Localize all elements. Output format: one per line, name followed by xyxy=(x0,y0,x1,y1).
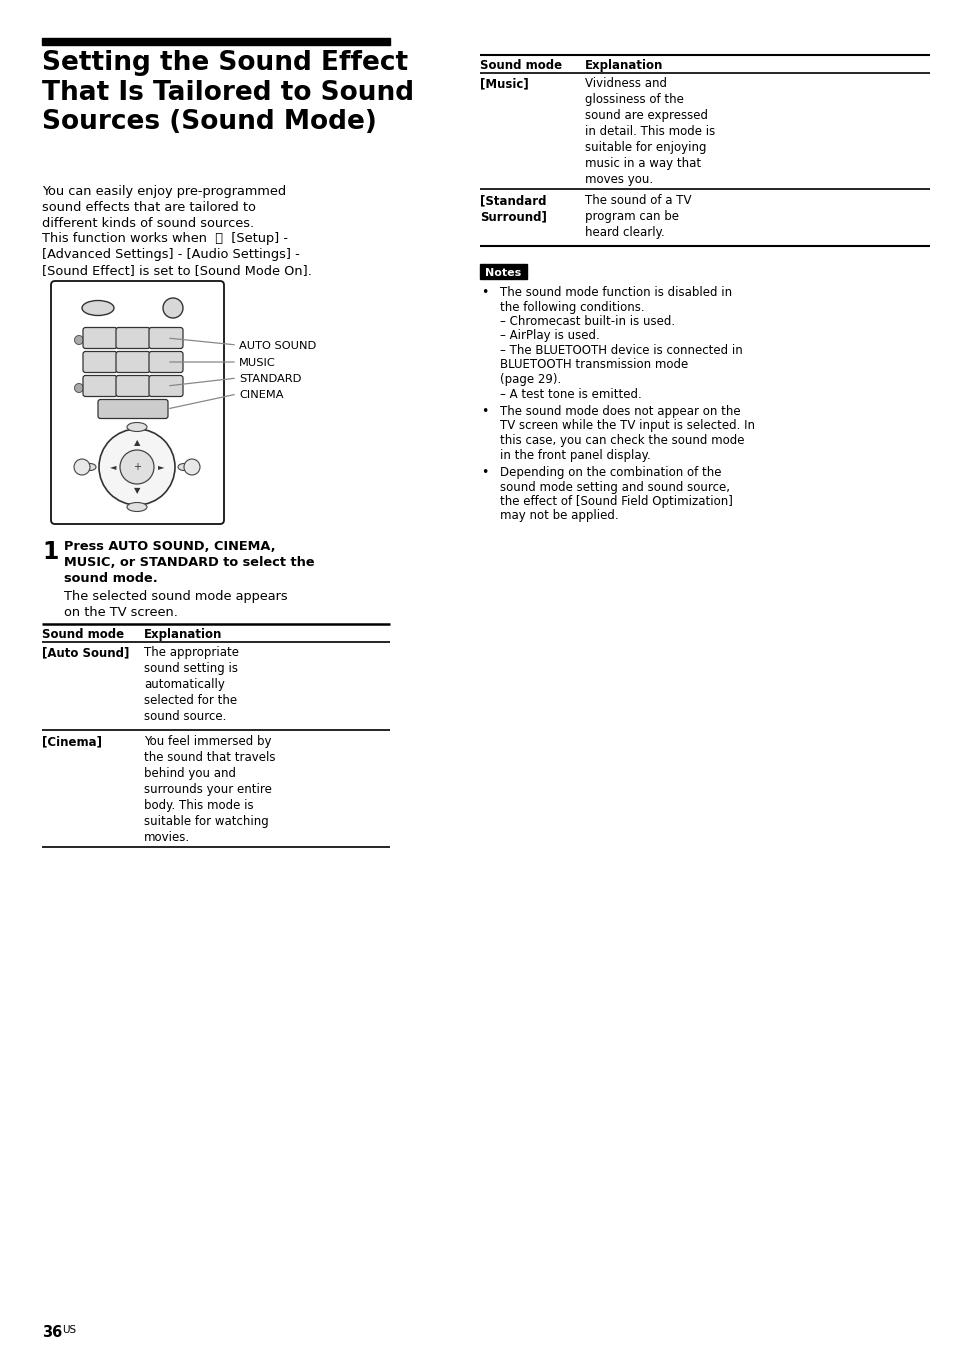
Text: TV screen while the TV input is selected. In: TV screen while the TV input is selected… xyxy=(499,419,754,433)
Text: STANDARD: STANDARD xyxy=(239,375,301,384)
Bar xyxy=(479,265,526,280)
Text: [Sound Effect] is set to [Sound Mode On].: [Sound Effect] is set to [Sound Mode On]… xyxy=(42,265,312,277)
Circle shape xyxy=(74,384,84,392)
Text: •: • xyxy=(480,286,488,299)
Text: Notes: Notes xyxy=(485,267,521,277)
Circle shape xyxy=(99,429,174,505)
FancyBboxPatch shape xyxy=(98,399,168,418)
Text: – Chromecast built-in is used.: – Chromecast built-in is used. xyxy=(499,315,675,328)
Text: US: US xyxy=(62,1324,76,1335)
Text: •: • xyxy=(480,404,488,418)
Text: CINEMA: CINEMA xyxy=(239,389,283,400)
Ellipse shape xyxy=(127,422,147,432)
FancyBboxPatch shape xyxy=(83,351,117,373)
Text: The sound mode does not appear on the: The sound mode does not appear on the xyxy=(499,404,740,418)
Text: – A test tone is emitted.: – A test tone is emitted. xyxy=(499,388,641,400)
FancyBboxPatch shape xyxy=(51,281,224,524)
FancyBboxPatch shape xyxy=(83,376,117,396)
Text: – AirPlay is used.: – AirPlay is used. xyxy=(499,330,599,342)
Text: AUTO SOUND: AUTO SOUND xyxy=(239,341,315,351)
Text: the effect of [Sound Field Optimization]: the effect of [Sound Field Optimization] xyxy=(499,495,732,508)
Text: Setting the Sound Effect
That Is Tailored to Sound
Sources (Sound Mode): Setting the Sound Effect That Is Tailore… xyxy=(42,50,414,136)
Text: sound effects that are tailored to: sound effects that are tailored to xyxy=(42,201,255,214)
Text: Press AUTO SOUND, CINEMA,
MUSIC, or STANDARD to select the
sound mode.: Press AUTO SOUND, CINEMA, MUSIC, or STAN… xyxy=(64,540,314,585)
Text: [Standard
Surround]: [Standard Surround] xyxy=(479,194,546,223)
Text: [Advanced Settings] - [Audio Settings] -: [Advanced Settings] - [Audio Settings] - xyxy=(42,248,299,261)
Circle shape xyxy=(129,384,137,392)
Text: ▲: ▲ xyxy=(133,438,140,448)
Text: 36: 36 xyxy=(42,1324,62,1339)
FancyBboxPatch shape xyxy=(149,351,183,373)
Text: +: + xyxy=(132,461,141,472)
Text: ▼: ▼ xyxy=(133,487,140,495)
Ellipse shape xyxy=(178,464,190,471)
FancyBboxPatch shape xyxy=(149,376,183,396)
Text: ◄: ◄ xyxy=(110,463,116,471)
Text: BLUETOOTH transmission mode: BLUETOOTH transmission mode xyxy=(499,358,687,372)
Text: You feel immersed by
the sound that travels
behind you and
surrounds your entire: You feel immersed by the sound that trav… xyxy=(144,735,275,844)
Text: Sound mode: Sound mode xyxy=(479,58,561,72)
FancyBboxPatch shape xyxy=(116,351,150,373)
Text: Sound mode: Sound mode xyxy=(42,628,124,641)
Text: (page 29).: (page 29). xyxy=(499,373,560,385)
Circle shape xyxy=(161,384,171,392)
Text: sound mode setting and sound source,: sound mode setting and sound source, xyxy=(499,480,729,494)
Ellipse shape xyxy=(82,300,113,315)
Circle shape xyxy=(163,299,183,318)
FancyBboxPatch shape xyxy=(149,327,183,349)
Bar xyxy=(42,38,390,45)
Text: This function works when  ⎓  [Setup] -: This function works when ⎓ [Setup] - xyxy=(42,232,288,246)
Text: Depending on the combination of the: Depending on the combination of the xyxy=(499,465,720,479)
Text: Explanation: Explanation xyxy=(144,628,222,641)
Text: •: • xyxy=(480,465,488,479)
Text: in the front panel display.: in the front panel display. xyxy=(499,449,650,461)
Text: may not be applied.: may not be applied. xyxy=(499,509,618,522)
Text: The sound of a TV
program can be
heard clearly.: The sound of a TV program can be heard c… xyxy=(584,194,691,239)
Text: Explanation: Explanation xyxy=(584,58,662,72)
Text: [Auto Sound]: [Auto Sound] xyxy=(42,646,130,660)
Text: The appropriate
sound setting is
automatically
selected for the
sound source.: The appropriate sound setting is automat… xyxy=(144,646,239,723)
Text: The selected sound mode appears
on the TV screen.: The selected sound mode appears on the T… xyxy=(64,590,287,619)
FancyBboxPatch shape xyxy=(116,376,150,396)
Circle shape xyxy=(184,459,200,475)
FancyBboxPatch shape xyxy=(116,327,150,349)
Circle shape xyxy=(120,451,153,484)
Circle shape xyxy=(74,459,90,475)
Ellipse shape xyxy=(127,502,147,512)
Text: the following conditions.: the following conditions. xyxy=(499,300,644,313)
Text: The sound mode function is disabled in: The sound mode function is disabled in xyxy=(499,286,731,299)
Text: Vividness and
glossiness of the
sound are expressed
in detail. This mode is
suit: Vividness and glossiness of the sound ar… xyxy=(584,77,715,186)
Text: [Cinema]: [Cinema] xyxy=(42,735,102,748)
Ellipse shape xyxy=(84,464,96,471)
Text: different kinds of sound sources.: different kinds of sound sources. xyxy=(42,217,253,229)
Text: this case, you can check the sound mode: this case, you can check the sound mode xyxy=(499,434,743,446)
FancyBboxPatch shape xyxy=(83,327,117,349)
Text: [Music]: [Music] xyxy=(479,77,528,90)
Text: – The BLUETOOTH device is connected in: – The BLUETOOTH device is connected in xyxy=(499,345,742,357)
Text: 1: 1 xyxy=(42,540,58,565)
Circle shape xyxy=(74,335,84,345)
Text: MUSIC: MUSIC xyxy=(239,358,275,368)
Text: You can easily enjoy pre-programmed: You can easily enjoy pre-programmed xyxy=(42,185,286,198)
Text: ►: ► xyxy=(157,463,164,471)
